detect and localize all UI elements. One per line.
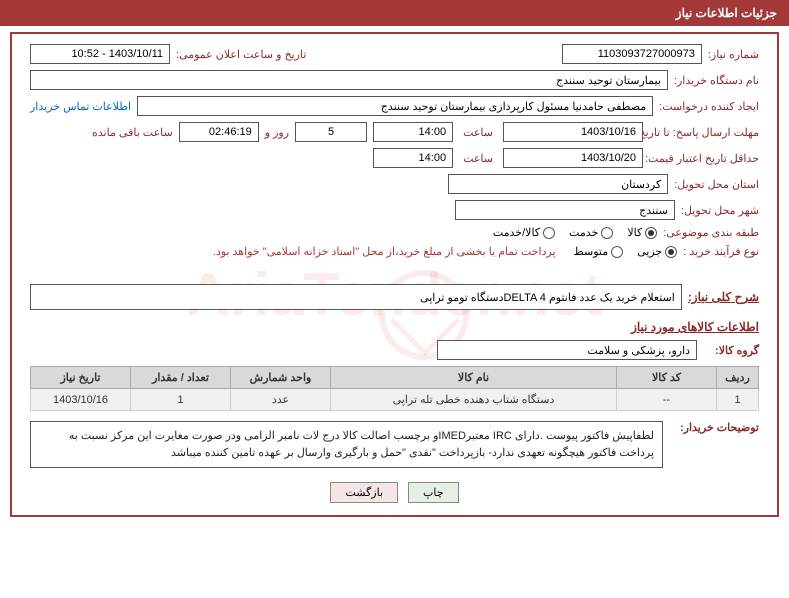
radio-dot-icon [601, 227, 613, 239]
min-validity-label: حداقل تاریخ اعتبار قیمت: تا تاریخ: [649, 152, 759, 165]
radio-medium-label: متوسط [574, 245, 609, 258]
days-and-label: روز و [265, 126, 289, 139]
radio-goods-service[interactable]: کالا/خدمت [493, 226, 555, 239]
remaining-label: ساعت باقی مانده [92, 126, 173, 139]
time-label-1: ساعت [463, 126, 493, 139]
radio-partial-label: جزیی [637, 245, 662, 258]
category-label: طبقه بندی موضوعی: [663, 226, 759, 239]
goods-table: ردیف کد کالا نام کالا واحد شمارش تعداد /… [30, 366, 759, 411]
buyer-notes-box: لطفاپیش فاکتور پیوست .دارای IRC معتبرIME… [30, 421, 663, 468]
goods-info-heading: اطلاعات کالاهای مورد نیاز [30, 320, 759, 334]
radio-service-label: خدمت [569, 226, 598, 239]
time-label-2: ساعت [463, 152, 493, 165]
min-validity-date: 1403/10/20 [503, 148, 643, 168]
td-qty: 1 [131, 389, 231, 411]
th-row: ردیف [717, 367, 759, 389]
deadline-time: 14:00 [373, 122, 453, 142]
panel-body: شماره نیاز: 1103093727000973 تاریخ و ساع… [10, 32, 779, 517]
requester-field: مصطفی حامدنیا مسئول کارپردازی بیمارستان … [137, 96, 653, 116]
city-field: سنندج [455, 200, 675, 220]
deadline-label: مهلت ارسال پاسخ: تا تاریخ: [649, 126, 759, 139]
td-idx: 1 [717, 389, 759, 411]
radio-goods[interactable]: کالا [627, 226, 657, 239]
process-label: نوع فرآیند خرید : [683, 245, 759, 258]
city-label: شهر محل تحویل: [681, 204, 759, 217]
radio-dot-icon [645, 227, 657, 239]
need-number-label: شماره نیاز: [708, 48, 759, 61]
panel-title: جزئیات اطلاعات نیاز [0, 0, 789, 26]
th-code: کد کالا [617, 367, 717, 389]
process-note: پرداخت تمام یا بخشی از مبلغ خرید،از محل … [213, 245, 556, 258]
td-name: دستگاه شتاب دهنده خطی تله تراپی [331, 389, 617, 411]
radio-dot-icon [611, 246, 623, 258]
requester-label: ایجاد کننده درخواست: [659, 100, 759, 113]
time-remaining: 02:46:19 [179, 122, 259, 142]
th-unit: واحد شمارش [231, 367, 331, 389]
need-number-field: 1103093727000973 [562, 44, 702, 64]
buyer-org-field: بیمارستان توحید سنندج [30, 70, 668, 90]
province-field: کردستان [448, 174, 668, 194]
goods-group-field: دارو، پزشکی و سلامت [437, 340, 697, 360]
td-code: -- [617, 389, 717, 411]
radio-service[interactable]: خدمت [569, 226, 613, 239]
contact-link[interactable]: اطلاعات تماس خریدار [30, 100, 131, 113]
radio-goods-service-label: کالا/خدمت [493, 226, 540, 239]
th-name: نام کالا [331, 367, 617, 389]
td-unit: عدد [231, 389, 331, 411]
radio-dot-icon [665, 246, 677, 258]
radio-partial[interactable]: جزیی [637, 245, 677, 258]
radio-goods-label: کالا [627, 226, 642, 239]
announce-label: تاریخ و ساعت اعلان عمومی: [176, 48, 306, 61]
td-date: 1403/10/16 [31, 389, 131, 411]
buyer-org-label: نام دستگاه خریدار: [674, 74, 759, 87]
goods-group-label: گروه کالا: [715, 344, 759, 357]
th-date: تاریخ نیاز [31, 367, 131, 389]
th-qty: تعداد / مقدار [131, 367, 231, 389]
deadline-date: 1403/10/16 [503, 122, 643, 142]
need-summary-field: استعلام خرید یک عدد فانتوم DELTA 4دستگاه… [30, 284, 682, 310]
province-label: استان محل تحویل: [674, 178, 759, 191]
table-row: 1 -- دستگاه شتاب دهنده خطی تله تراپی عدد… [31, 389, 759, 411]
announce-value: 1403/10/11 - 10:52 [30, 44, 170, 64]
table-header-row: ردیف کد کالا نام کالا واحد شمارش تعداد /… [31, 367, 759, 389]
radio-medium[interactable]: متوسط [574, 245, 624, 258]
days-remaining: 5 [295, 122, 367, 142]
need-summary-label: شرح کلی نیاز: [688, 290, 759, 304]
back-button[interactable]: بازگشت [330, 482, 398, 503]
buyer-notes-label: توضیحات خریدار: [669, 421, 759, 434]
min-validity-time: 14:00 [373, 148, 453, 168]
print-button[interactable]: چاپ [408, 482, 459, 503]
radio-dot-icon [543, 227, 555, 239]
